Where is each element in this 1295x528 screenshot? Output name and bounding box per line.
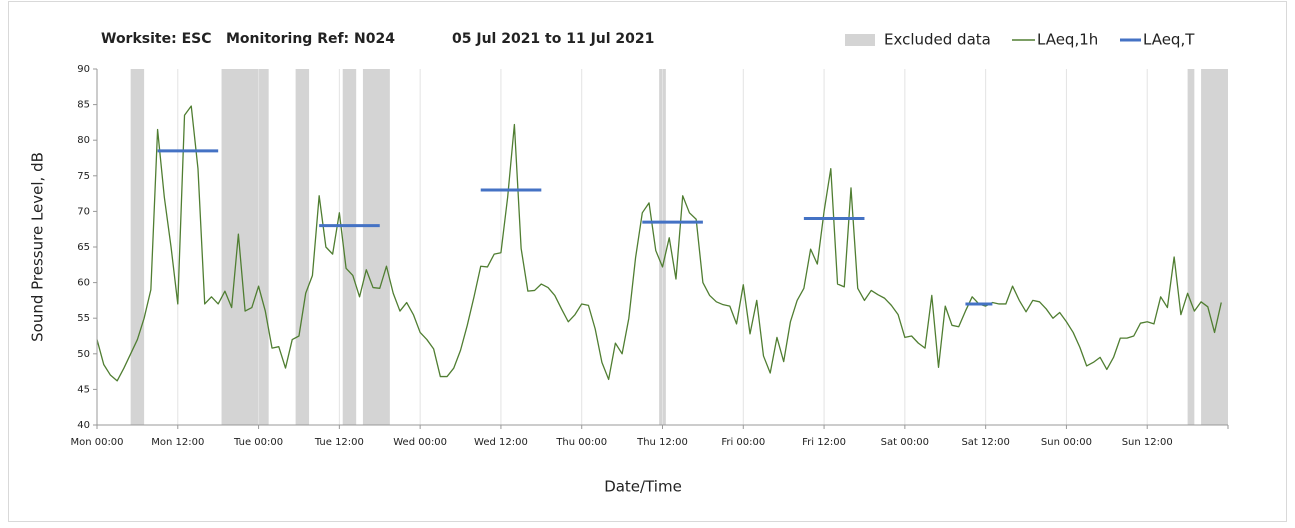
excluded-band bbox=[1187, 69, 1195, 425]
x-tick-label: Fri 00:00 bbox=[721, 437, 765, 448]
excluded-band bbox=[1201, 69, 1228, 425]
grid-layer bbox=[96, 69, 1148, 425]
legend-label: LAeq,1h bbox=[1037, 31, 1098, 49]
excluded-band bbox=[130, 69, 145, 425]
x-tick-label: Sat 00:00 bbox=[881, 437, 929, 448]
legend-label: Excluded data bbox=[884, 31, 991, 49]
x-tick-label: Mon 12:00 bbox=[151, 437, 204, 448]
excluded-band bbox=[295, 69, 310, 425]
laeq-1h-line bbox=[96, 105, 1222, 382]
excluded-band bbox=[221, 69, 269, 425]
y-tick-label: 65 bbox=[77, 242, 90, 253]
y-axis-label: Sound Pressure Level, dB bbox=[29, 152, 47, 342]
y-tick-label: 55 bbox=[77, 313, 90, 324]
x-tick-label: Mon 00:00 bbox=[70, 437, 123, 448]
x-tick-label: Wed 12:00 bbox=[474, 437, 528, 448]
y-tick-label: 50 bbox=[77, 349, 90, 360]
y-tick-label: 90 bbox=[77, 64, 90, 75]
legend-label: LAeq,T bbox=[1143, 31, 1195, 49]
y-tick-label: 40 bbox=[77, 420, 90, 431]
x-tick-label: Tue 12:00 bbox=[314, 437, 364, 448]
legend-swatch bbox=[845, 34, 875, 46]
y-tick-label: 70 bbox=[77, 206, 90, 217]
excluded-band bbox=[342, 69, 357, 425]
x-tick-label: Sun 00:00 bbox=[1041, 437, 1092, 448]
y-tick-label: 45 bbox=[77, 384, 90, 395]
x-tick-label: Thu 00:00 bbox=[555, 437, 607, 448]
chart-title: 05 Jul 2021 to 11 Jul 2021 bbox=[452, 31, 654, 47]
y-tick-label: 60 bbox=[77, 278, 90, 289]
x-axis-label: Date/Time bbox=[604, 478, 682, 496]
data-layer bbox=[96, 105, 1222, 382]
x-tick-label: Wed 00:00 bbox=[393, 437, 447, 448]
y-tick-label: 80 bbox=[77, 135, 90, 146]
chart-title: Monitoring Ref: N024 bbox=[226, 31, 395, 47]
chart-title: Worksite: ESC bbox=[101, 31, 212, 47]
x-tick-label: Fri 12:00 bbox=[802, 437, 846, 448]
x-tick-label: Sat 12:00 bbox=[961, 437, 1009, 448]
x-tick-label: Tue 00:00 bbox=[233, 437, 283, 448]
y-tick-label: 75 bbox=[77, 171, 90, 182]
x-tick-label: Sun 12:00 bbox=[1122, 437, 1173, 448]
x-tick-label: Thu 12:00 bbox=[636, 437, 688, 448]
excluded-band bbox=[362, 69, 390, 425]
y-tick-label: 85 bbox=[77, 100, 90, 111]
chart-border bbox=[8, 1, 1287, 522]
